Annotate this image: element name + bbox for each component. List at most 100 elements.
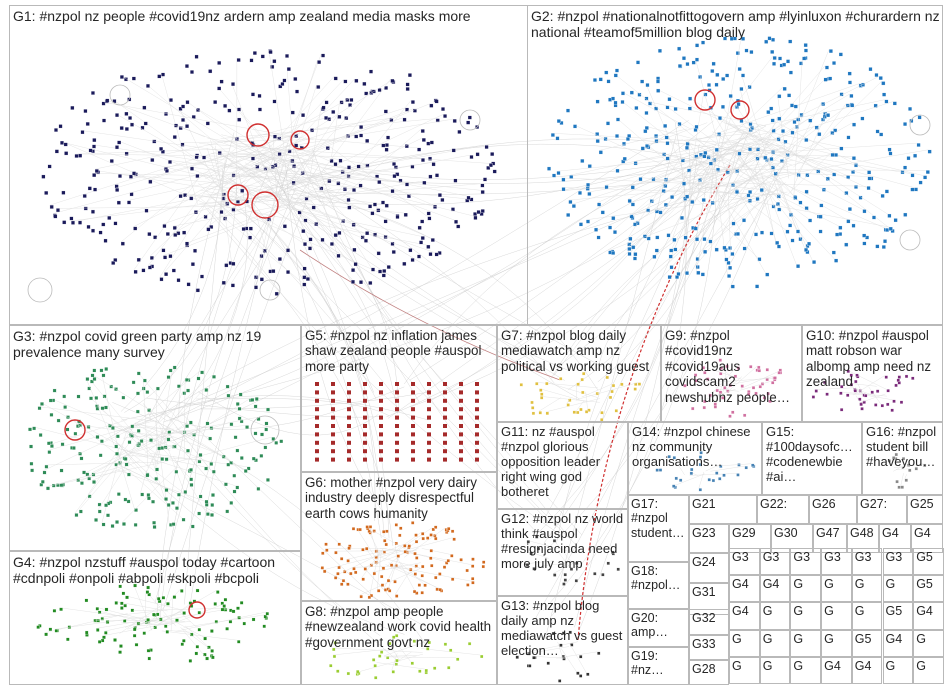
node: [630, 185, 635, 190]
node: [384, 542, 388, 547]
node: [195, 645, 200, 649]
inter-group-edge: [163, 194, 310, 610]
node: [884, 99, 889, 104]
edge: [239, 103, 430, 180]
node: [720, 104, 725, 109]
node: [89, 396, 93, 401]
node: [466, 583, 470, 587]
edge: [714, 132, 773, 248]
group-box-g10: G10: #nzpol #auspol matt robson war albo…: [802, 325, 943, 422]
edge: [285, 137, 423, 204]
edge: [698, 182, 867, 187]
node: [317, 60, 322, 65]
node: [847, 71, 852, 76]
group-box-gx29: G4: [882, 629, 914, 657]
node: [803, 43, 808, 48]
node: [903, 165, 908, 170]
node: [825, 176, 830, 181]
node: [48, 627, 53, 632]
node: [654, 248, 659, 253]
node: [271, 269, 276, 274]
node: [101, 522, 106, 527]
node: [632, 256, 637, 261]
node: [341, 579, 346, 583]
node: [277, 152, 282, 157]
node: [420, 129, 425, 133]
edge: [372, 562, 421, 573]
node: [858, 195, 863, 200]
group-label: G: [762, 658, 773, 673]
node: [307, 246, 312, 251]
edge: [404, 528, 445, 558]
node: [94, 518, 98, 522]
edge: [412, 552, 446, 562]
edge: [232, 154, 396, 215]
node: [127, 440, 132, 445]
node: [391, 250, 396, 254]
edge: [172, 201, 304, 227]
group-label: G21: [692, 497, 716, 511]
node: [97, 610, 102, 615]
node: [381, 200, 385, 205]
node: [352, 247, 357, 252]
node: [257, 107, 262, 112]
node: [124, 462, 129, 467]
node: [744, 48, 749, 53]
node: [92, 173, 97, 178]
node: [183, 193, 188, 198]
node: [782, 62, 787, 67]
edge: [231, 137, 307, 174]
group-label: G15: #100daysofc… #codenewbie #ai…: [766, 424, 853, 484]
edge: [133, 583, 153, 631]
node: [769, 157, 774, 161]
node: [851, 169, 856, 174]
inter-group-edge: [579, 143, 700, 630]
node: [76, 394, 81, 399]
node: [168, 254, 173, 259]
node: [168, 98, 173, 103]
node: [773, 171, 778, 176]
node: [925, 170, 930, 175]
group-box-gx34: G4: [821, 656, 852, 684]
node: [204, 499, 209, 504]
node: [681, 56, 686, 61]
node: [770, 118, 775, 123]
node: [195, 174, 200, 179]
node: [274, 440, 279, 445]
node: [672, 237, 677, 242]
node: [846, 219, 851, 224]
edge: [793, 102, 822, 156]
node: [882, 92, 887, 97]
node: [181, 104, 186, 109]
node: [149, 438, 153, 443]
edge: [127, 159, 317, 201]
node: [165, 232, 170, 236]
node: [580, 158, 585, 163]
group-label: G7: #nzpol blog daily mediawatch amp nz …: [501, 328, 650, 374]
node: [171, 522, 176, 527]
edge: [53, 171, 209, 214]
group-label: G17: #nzpol student…: [631, 497, 685, 540]
node: [777, 116, 782, 121]
node: [54, 629, 59, 633]
node: [456, 224, 461, 229]
edge: [252, 117, 403, 166]
node: [441, 107, 445, 112]
group-box-g14: G14: #nzpol chinese nz community organis…: [628, 422, 762, 495]
node: [594, 227, 599, 232]
node: [166, 375, 171, 380]
node: [475, 152, 480, 157]
node: [656, 79, 660, 84]
node: [380, 574, 384, 579]
group-box-gx33: G: [790, 656, 822, 684]
edge: [250, 145, 301, 167]
edge: [275, 60, 318, 189]
node: [578, 190, 582, 195]
node: [808, 218, 813, 223]
node: [566, 213, 571, 217]
edge: [97, 610, 153, 625]
node: [249, 58, 254, 63]
node: [384, 147, 389, 152]
edge: [118, 174, 277, 189]
node: [410, 164, 415, 169]
